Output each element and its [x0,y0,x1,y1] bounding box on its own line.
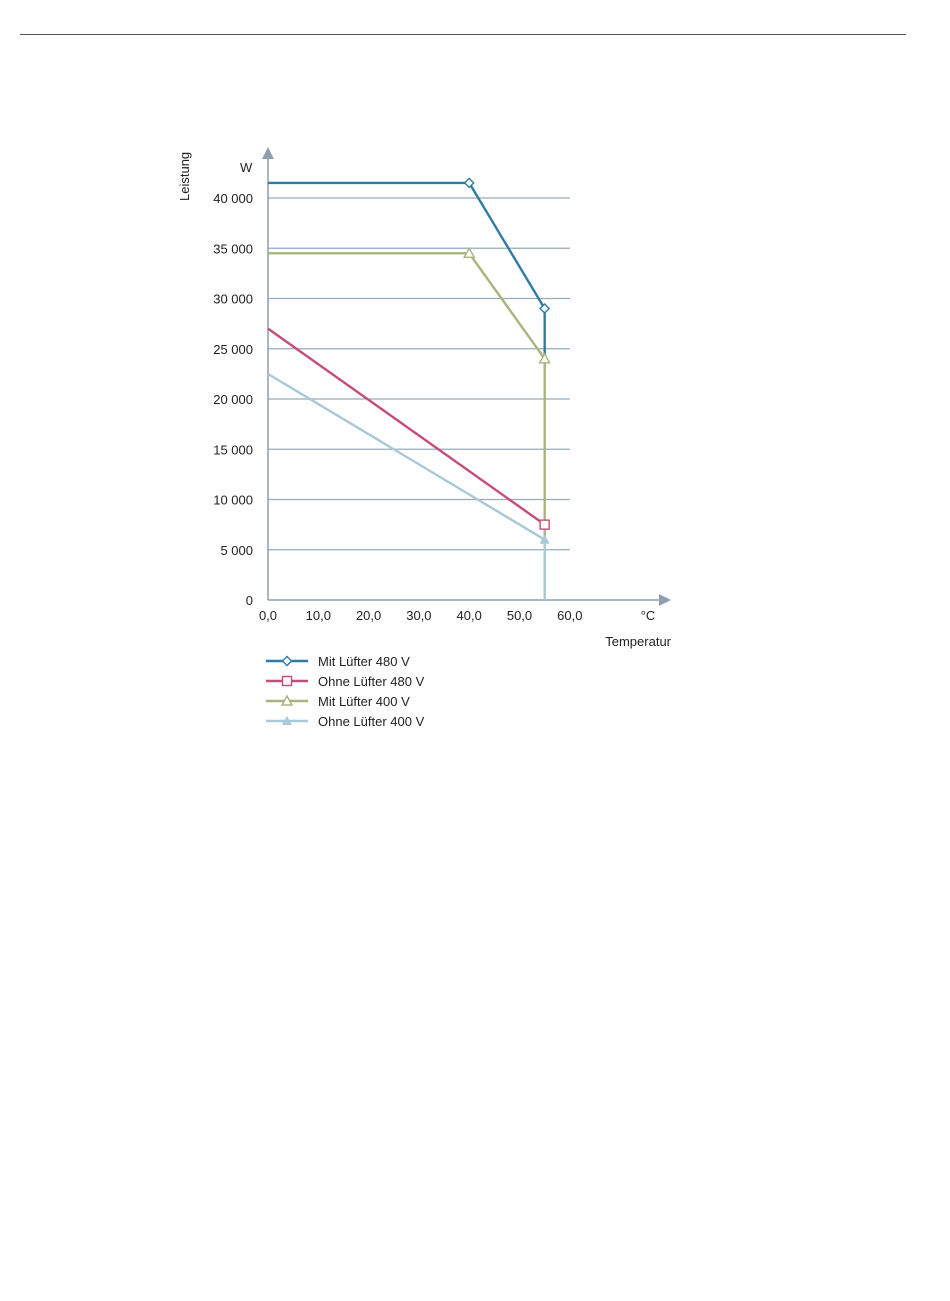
grid-lines [268,197,570,551]
x-axis-arrow [659,594,671,606]
legend-label: Mit Lüfter 400 V [318,694,410,709]
data-point-marker [280,694,294,706]
data-point-marker [539,519,550,530]
legend-label: Ohne Lüfter 480 V [318,674,425,689]
x-tick-label: 10,0 [306,608,331,623]
y-tick-label: 5 000 [220,543,253,558]
y-tick-label: 20 000 [213,392,253,407]
y-axis-label: Leistung [177,152,192,201]
legend-label: Ohne Lüfter 400 V [318,714,425,729]
data-point-marker [281,675,293,687]
legend-entry: Mit Lüfter 400 V [266,694,410,709]
y-axis-unit: W [240,160,253,175]
x-tick-label: 50,0 [507,608,532,623]
x-axis-unit: °C [641,608,656,623]
x-tick-label: 0,0 [259,608,277,623]
y-tick-label: 15 000 [213,442,253,457]
x-tick-label: 40,0 [457,608,482,623]
y-tick-label: 25 000 [213,342,253,357]
series-line [268,181,546,359]
legend-entry: Ohne Lüfter 400 V [266,714,425,729]
legend-entry: Mit Lüfter 480 V [266,654,410,669]
y-tick-label: 10 000 [213,493,253,508]
series-line [267,372,546,600]
y-tick-label: 0 [246,593,253,608]
series-line [268,252,546,540]
tick-labels: 0 5 000 10 000 15 000 20 000 25 000 30 000 35 0… [213,191,582,623]
data-point-marker [282,716,292,725]
y-tick-label: 35 000 [213,241,253,256]
y-tick-label: 30 000 [213,292,253,307]
x-tick-label: 60,0 [557,608,582,623]
data-point-marker [463,246,476,258]
legend: Mit Lüfter 480 V Ohne Lüfter 480 V Mit Lüf… [266,654,425,729]
series-markers [463,177,551,544]
series-lines [267,181,546,600]
data-point-marker [538,352,551,364]
y-tick-label: 40 000 [213,191,253,206]
data-point-marker [539,303,551,315]
axis-labels: Leistung W °C Temperatur [177,152,672,649]
y-axis-arrow [262,147,274,159]
axes [262,147,671,606]
x-axis-label: Temperatur [605,634,671,649]
data-point-marker [281,655,293,667]
top-rule [20,34,906,35]
data-point-marker [463,177,475,189]
data-point-marker [539,534,550,544]
x-tick-label: 30,0 [406,608,431,623]
x-tick-label: 20,0 [356,608,381,623]
legend-label: Mit Lüfter 480 V [318,654,410,669]
legend-entry: Ohne Lüfter 480 V [266,674,425,689]
power-temperature-chart: 0 5 000 10 000 15 000 20 000 25 000 30 000 35 0… [177,147,672,729]
series-line [267,327,546,526]
